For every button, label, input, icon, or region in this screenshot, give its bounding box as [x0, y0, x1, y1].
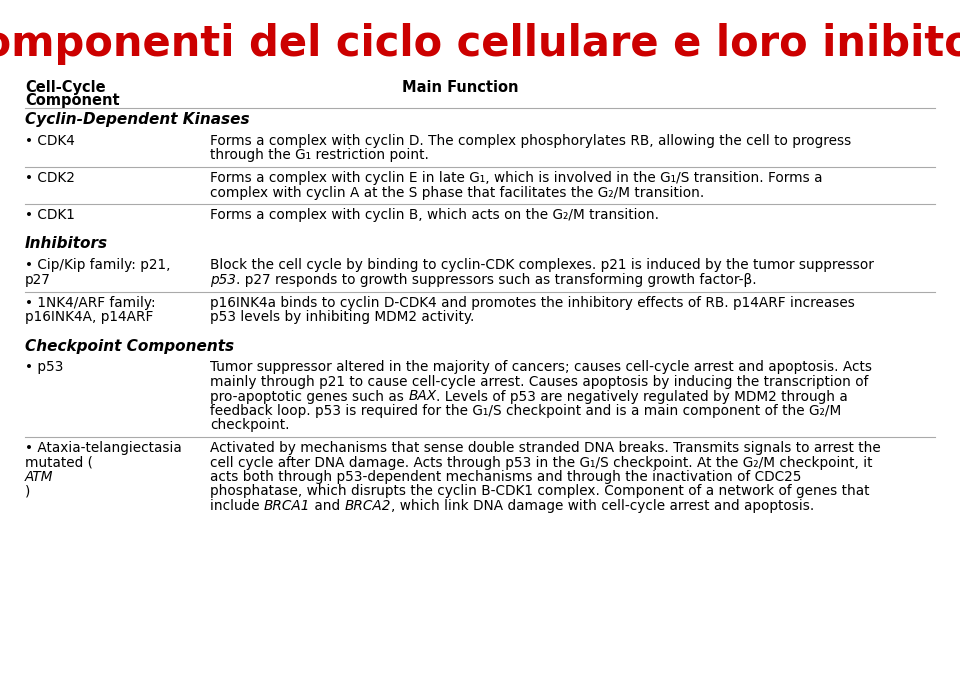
Text: acts both through p53-dependent mechanisms and through the inactivation of CDC25: acts both through p53-dependent mechanis…	[210, 470, 802, 484]
Text: and: and	[310, 499, 345, 513]
Text: p16INK4A, p14ARF: p16INK4A, p14ARF	[25, 310, 154, 324]
Text: Block the cell cycle by binding to cyclin-CDK complexes. p21 is induced by the t: Block the cell cycle by binding to cycli…	[210, 259, 874, 272]
Text: Forms a complex with cyclin E in late G₁, which is involved in the G₁/S transiti: Forms a complex with cyclin E in late G₁…	[210, 171, 823, 185]
Text: pro-apoptotic genes such as: pro-apoptotic genes such as	[210, 389, 408, 403]
Text: Component: Component	[25, 93, 120, 108]
Text: ): )	[25, 484, 31, 499]
Text: cell cycle after DNA damage. Acts through p53 in the G₁/S checkpoint. At the G₂/: cell cycle after DNA damage. Acts throug…	[210, 455, 873, 469]
Text: p53: p53	[210, 273, 236, 287]
Text: feedback loop. p53 is required for the G₁/S checkpoint and is a main component o: feedback loop. p53 is required for the G…	[210, 404, 841, 418]
Text: Inhibitors: Inhibitors	[25, 237, 108, 252]
Text: • CDK2: • CDK2	[25, 171, 75, 185]
Text: Forms a complex with cyclin D. The complex phosphorylates RB, allowing the cell : Forms a complex with cyclin D. The compl…	[210, 134, 852, 148]
Text: ATM: ATM	[25, 470, 54, 484]
Text: • CDK1: • CDK1	[25, 208, 75, 222]
Text: Checkpoint Components: Checkpoint Components	[25, 338, 234, 354]
Text: • p53: • p53	[25, 361, 63, 374]
Text: through the G₁ restriction point.: through the G₁ restriction point.	[210, 149, 429, 162]
Text: p27: p27	[25, 273, 51, 287]
Text: Forms a complex with cyclin B, which acts on the G₂/M transition.: Forms a complex with cyclin B, which act…	[210, 208, 659, 222]
Text: • CDK4: • CDK4	[25, 134, 75, 148]
Text: Main Function: Main Function	[401, 80, 518, 95]
Text: • Cip/Kip family: p21,: • Cip/Kip family: p21,	[25, 259, 171, 272]
Text: checkpoint.: checkpoint.	[210, 418, 290, 433]
Text: BAX: BAX	[408, 389, 437, 403]
Text: phosphatase, which disrupts the cyclin B-CDK1 complex. Component of a network of: phosphatase, which disrupts the cyclin B…	[210, 484, 870, 499]
Text: • 1NK4/ARF family:: • 1NK4/ARF family:	[25, 296, 156, 310]
Text: mutated (: mutated (	[25, 455, 93, 469]
Text: • Ataxia-telangiectasia: • Ataxia-telangiectasia	[25, 441, 181, 455]
Text: Activated by mechanisms that sense double stranded DNA breaks. Transmits signals: Activated by mechanisms that sense doubl…	[210, 441, 880, 455]
Text: complex with cyclin A at the S phase that facilitates the G₂/M transition.: complex with cyclin A at the S phase tha…	[210, 186, 705, 200]
Text: Tumor suppressor altered in the majority of cancers; causes cell-cycle arrest an: Tumor suppressor altered in the majority…	[210, 361, 872, 374]
Text: Cell-Cycle: Cell-Cycle	[25, 80, 106, 95]
Text: . Levels of p53 are negatively regulated by MDM2 through a: . Levels of p53 are negatively regulated…	[437, 389, 848, 403]
Text: BRCA2: BRCA2	[345, 499, 392, 513]
Text: include: include	[210, 499, 264, 513]
Text: p53 levels by inhibiting MDM2 activity.: p53 levels by inhibiting MDM2 activity.	[210, 310, 474, 324]
Text: BRCA1: BRCA1	[264, 499, 310, 513]
Text: Cyclin-Dependent Kinases: Cyclin-Dependent Kinases	[25, 112, 250, 127]
Text: Componenti del ciclo cellulare e loro inibitori: Componenti del ciclo cellulare e loro in…	[0, 23, 960, 65]
Text: . p27 responds to growth suppressors such as transforming growth factor-β.: . p27 responds to growth suppressors suc…	[236, 273, 756, 287]
Text: p16INK4a binds to cyclin D-CDK4 and promotes the inhibitory effects of RB. p14AR: p16INK4a binds to cyclin D-CDK4 and prom…	[210, 296, 854, 310]
Text: mainly through p21 to cause cell-cycle arrest. Causes apoptosis by inducing the : mainly through p21 to cause cell-cycle a…	[210, 375, 869, 389]
Text: , which link DNA damage with cell-cycle arrest and apoptosis.: , which link DNA damage with cell-cycle …	[392, 499, 814, 513]
